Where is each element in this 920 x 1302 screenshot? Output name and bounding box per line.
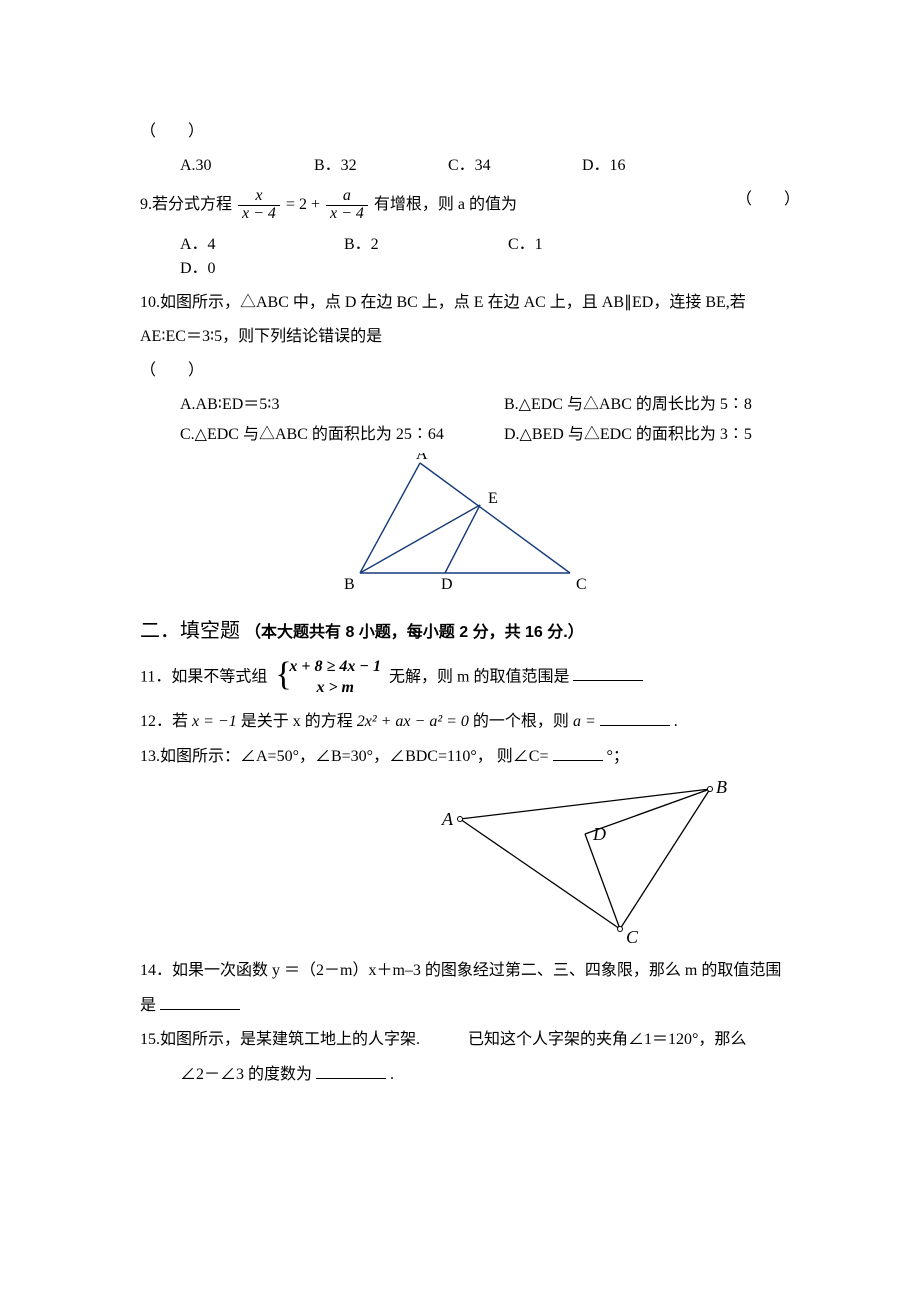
q14-blank xyxy=(160,993,240,1010)
q10-opt-c: C.△EDC 与△ABC 的面积比为 25∶64 xyxy=(180,423,500,447)
q9-mid: = 2 + xyxy=(286,193,320,217)
q11-sys-2: x > m xyxy=(289,677,381,699)
q14-line2: 是 xyxy=(140,997,156,1014)
q11-sys-1: x + 8 ≥ 4x − 1 xyxy=(289,656,381,678)
q15-line1a: 15.如图所示，是某建筑工地上的人字架. xyxy=(140,1031,420,1048)
q9-paren: （ ） xyxy=(736,188,800,212)
q11-pre: 11．如果不等式组 xyxy=(140,668,267,685)
prev-question-paren: （ ） xyxy=(140,120,800,144)
svg-text:B: B xyxy=(716,779,727,797)
section2-title: 二．填空题 （本大题共有 8 小题，每小题 2 分，共 16 分.） xyxy=(140,616,800,646)
q9-opt-d: D．0 xyxy=(180,257,310,281)
q10-line2: AE∶EC＝3∶5，则下列结论错误的是 xyxy=(140,325,800,349)
q12: 12．若 x = −1 是关于 x 的方程 2x² + ax − a² = 0 … xyxy=(140,709,800,734)
q15-line1: 15.如图所示，是某建筑工地上的人字架. 已知这个人字架的夹角∠1＝120°，那… xyxy=(140,1028,800,1052)
q12-blank xyxy=(600,709,670,726)
q11: 11．如果不等式组 x + 8 ≥ 4x − 1 x > m 无解，则 m 的取… xyxy=(140,656,800,699)
q13-figure: A B C D xyxy=(440,779,740,949)
section2-big: 二．填空题 xyxy=(140,620,240,642)
opt-a: A.30 xyxy=(180,154,310,178)
opt-d: D．16 xyxy=(582,154,712,178)
svg-text:A: A xyxy=(416,453,428,463)
q10-figure: A B C D E xyxy=(330,453,610,598)
q15-tail: . xyxy=(390,1066,394,1083)
q9-opt-b: B．2 xyxy=(344,233,504,257)
svg-text:A: A xyxy=(441,809,454,829)
prev-question-options: A.30 B．32 C．34 D．16 xyxy=(180,154,800,178)
q9-frac1-num: x xyxy=(238,188,280,206)
q12-tail: . xyxy=(674,713,678,730)
q11-post: 无解，则 m 的取值范围是 xyxy=(389,668,569,685)
q12-xv: x = −1 xyxy=(192,713,237,730)
svg-text:B: B xyxy=(344,576,355,593)
q15-line1b: 已知这个人字架的夹角∠1＝120°，那么 xyxy=(468,1031,746,1048)
q9-options: A．4 B．2 C．1 D．0 xyxy=(180,233,800,281)
opt-b: B．32 xyxy=(314,154,444,178)
q13-tail: °； xyxy=(607,748,629,765)
q9: 9.若分式方程 x x − 4 = 2 + a x − 4 有增根，则 a 的值… xyxy=(140,188,800,223)
svg-text:C: C xyxy=(576,576,587,593)
q10-opt-d: D.△BED 与△EDC 的面积比为 3∶5 xyxy=(504,423,752,447)
q10-paren: （ ） xyxy=(140,359,800,383)
q12-mid2: 的一个根，则 xyxy=(473,713,573,730)
svg-text:C: C xyxy=(626,927,639,947)
q10-opt-a: A.AB∶ED＝5∶3 xyxy=(180,393,500,417)
q15-line2-wrap: ∠2－∠3 的度数为 . xyxy=(180,1062,800,1087)
q9-frac1-den: x − 4 xyxy=(238,206,280,223)
q9-pre: 9.若分式方程 xyxy=(140,196,232,213)
svg-text:E: E xyxy=(488,490,498,507)
q12-mid1: 是关于 x 的方程 xyxy=(241,713,357,730)
section2-small: （本大题共有 8 小题，每小题 2 分，共 16 分.） xyxy=(245,624,584,641)
q13-blank xyxy=(553,744,603,761)
q10-line1: 10.如图所示，△ABC 中，点 D 在边 BC 上，点 E 在边 AC 上，且… xyxy=(140,291,800,315)
q10-options: A.AB∶ED＝5∶3 B.△EDC 与△ABC 的周长比为 5∶8 C.△ED… xyxy=(180,393,800,447)
q9-post: 有增根，则 a 的值为 xyxy=(374,196,517,213)
q11-blank xyxy=(573,664,643,681)
q13-text: 13.如图所示：∠A=50°，∠B=30°，∠BDC=110°， 则∠C= xyxy=(140,748,549,765)
q9-frac1: x x − 4 xyxy=(238,188,280,223)
q10-opt-b: B.△EDC 与△ABC 的周长比为 5∶8 xyxy=(504,393,752,417)
q14-line2-wrap: 是 xyxy=(140,993,800,1018)
q11-system: x + 8 ≥ 4x − 1 x > m xyxy=(275,656,381,699)
svg-text:D: D xyxy=(592,824,606,844)
q15-line2: ∠2－∠3 的度数为 xyxy=(180,1066,312,1083)
q12-eq: 2x² + ax − a² = 0 xyxy=(357,713,469,730)
q12-pre: 12．若 xyxy=(140,713,192,730)
opt-c: C．34 xyxy=(448,154,578,178)
q12-av: a = xyxy=(573,713,596,730)
q9-opt-c: C．1 xyxy=(508,233,668,257)
q9-frac2-den: x − 4 xyxy=(326,206,368,223)
q9-frac2-num: a xyxy=(326,188,368,206)
q15-blank xyxy=(316,1062,386,1079)
q9-opt-a: A．4 xyxy=(180,233,340,257)
svg-text:D: D xyxy=(441,576,453,593)
q14-line1: 14．如果一次函数 y ＝（2－m）x＋m–3 的图象经过第二、三、四象限，那么… xyxy=(140,959,800,983)
q9-frac2: a x − 4 xyxy=(326,188,368,223)
q13: 13.如图所示：∠A=50°，∠B=30°，∠BDC=110°， 则∠C= °； xyxy=(140,744,800,769)
